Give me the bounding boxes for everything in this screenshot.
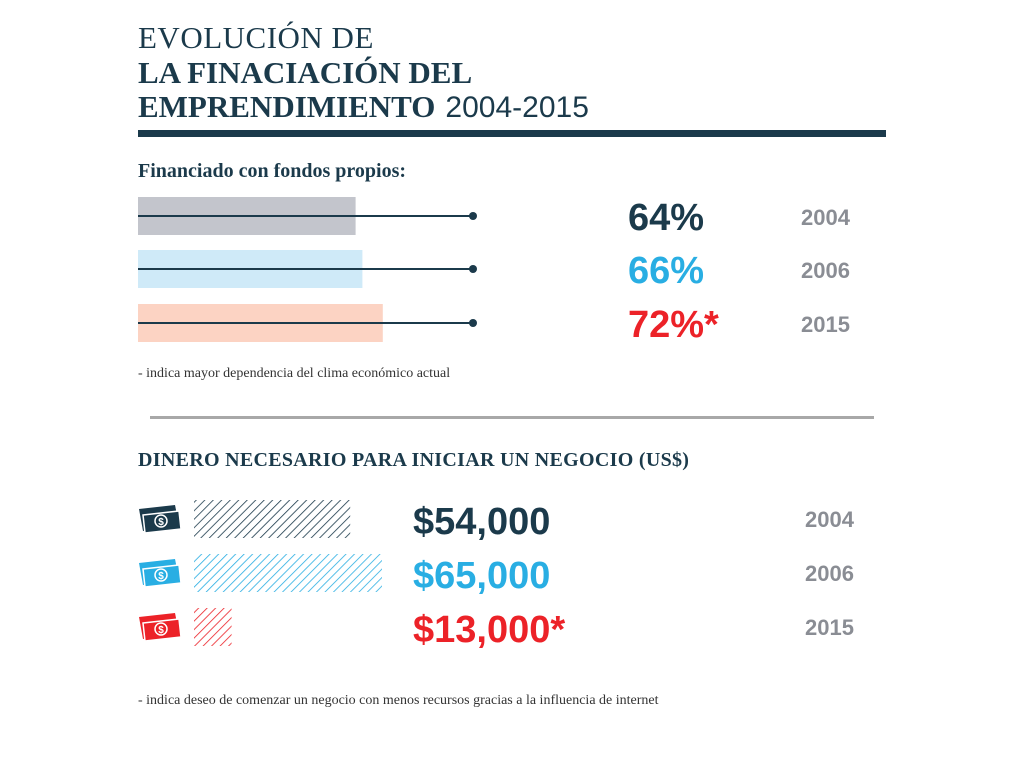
chart2-value-2006: $65,000: [413, 555, 550, 597]
chart2-note: - indica deseo de comenzar un negocio co…: [138, 693, 659, 708]
chart1-value-2015: 72%*: [628, 304, 719, 346]
money-icon-2006: $: [139, 559, 182, 588]
section-divider: [150, 416, 874, 419]
money-icon-2004: $: [139, 505, 182, 534]
chart2-title: DINERO NECESARIO PARA INICIAR UN NEGOCIO…: [138, 449, 690, 471]
svg-text:$: $: [158, 625, 164, 636]
chart2-year-2015: 2015: [805, 615, 854, 640]
chart1-value-2004: 64%: [628, 197, 704, 239]
chart1-title: Financiado con fondos propios:: [138, 160, 407, 182]
title-line-2: LA FINACIACIÓN DEL: [138, 55, 473, 90]
chart1-note: - indica mayor dependencia del clima eco…: [138, 366, 451, 381]
title-years: 2004-2015: [445, 91, 589, 124]
svg-text:$: $: [158, 571, 164, 582]
chart1-value-2006: 66%: [628, 250, 704, 292]
chart1-dot-2004: [469, 212, 477, 220]
chart2-value-2015: $13,000*: [413, 609, 565, 651]
title-line-3: EMPRENDIMIENTO 2004-2015: [138, 89, 589, 126]
chart2-bar-2006: [194, 554, 382, 592]
chart2-bar-2015: [194, 608, 232, 646]
chart1-dot-2015: [469, 319, 477, 327]
title-line-1: EVOLUCIÓN DE: [138, 20, 374, 55]
money-icon-2015: $: [139, 613, 182, 642]
title-underline: [138, 130, 886, 137]
chart1-year-2015: 2015: [801, 312, 850, 337]
chart2-value-2004: $54,000: [413, 501, 550, 543]
chart2-year-2004: 2004: [805, 507, 855, 532]
chart1-year-2006: 2006: [801, 258, 850, 283]
chart2-bar-2004: [194, 500, 351, 538]
chart1-dot-2006: [469, 265, 477, 273]
chart1-year-2004: 2004: [801, 205, 851, 230]
title-line-3-text: EMPRENDIMIENTO: [138, 89, 436, 124]
chart2-year-2006: 2006: [805, 561, 854, 586]
svg-text:$: $: [158, 517, 164, 528]
